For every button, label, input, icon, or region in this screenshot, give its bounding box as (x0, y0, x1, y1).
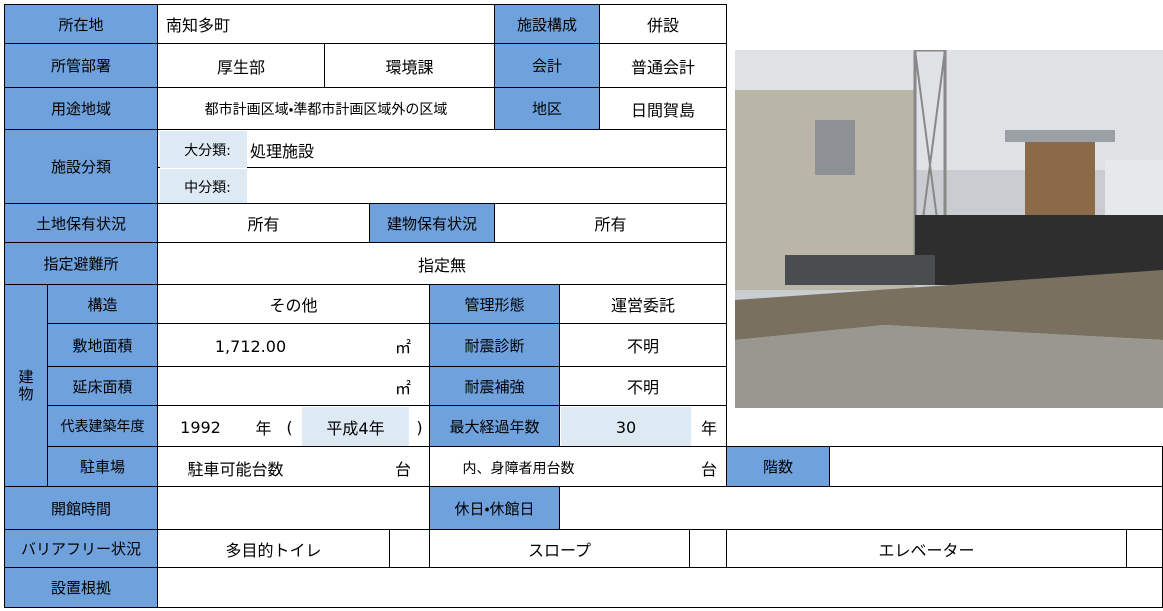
label-cell: 敷地面積 (47, 323, 158, 367)
unit-text: ㎡ (394, 338, 411, 357)
label-text: 内、身障者用台数 (462, 460, 575, 477)
label-cell: 所管部署 (4, 43, 158, 88)
label-text: 駐車可能台数 (187, 459, 284, 479)
label-cell: 施設構成 (494, 4, 600, 44)
label-cell: 用途地域 (4, 87, 158, 130)
value-cell: 都市計画区域・準都市計画区域外の区域 (157, 87, 495, 130)
cell (157, 486, 430, 530)
value-cell: 日間賀島 (599, 87, 727, 130)
unit-text: ㎡ (394, 379, 411, 398)
label-cell: 指定避難所 (4, 242, 158, 285)
label-cell: 最大経過年数 (429, 405, 560, 447)
label-cell: 管理形態 (429, 284, 560, 324)
label-cell: 階数 (726, 446, 830, 487)
value-text: 1,712.00 (214, 336, 287, 356)
value-cell: 南知多町 (157, 4, 495, 44)
value-cell: エレベーター (726, 529, 1127, 568)
cell (559, 486, 1163, 530)
label-cell: 耐震補強 (429, 366, 560, 406)
label-cell: 代表建築年度 (47, 405, 158, 447)
checkbox-cell (1126, 529, 1163, 568)
value-cell: 普通会計 (599, 43, 727, 88)
value-cell: 不明 (559, 323, 727, 367)
label-cell: 耐震診断 (429, 323, 560, 367)
cell (829, 446, 1163, 487)
sub-label: 中分類: (160, 169, 247, 204)
value-cell: 不明 (559, 366, 727, 406)
value-cell: 多目的トイレ (157, 529, 390, 568)
label-cell: バリアフリー状況 (4, 529, 158, 568)
label-cell: 会計 (494, 43, 600, 88)
value-cell: 所有 (157, 203, 370, 243)
label-cell: 延床面積 (47, 366, 158, 406)
value-cell: 運営委託 (559, 284, 727, 324)
label-cell: 設置根拠 (4, 567, 158, 608)
label-cell: 休日・休館日 (429, 486, 560, 530)
unit-text: ( (286, 417, 293, 437)
label-cell: 構造 (47, 284, 158, 324)
label-cell: 土地保有状況 (4, 203, 158, 243)
label-cell: 地区 (494, 87, 600, 130)
value-cell: 指定無 (157, 242, 727, 285)
label-cell: 駐車場 (47, 446, 158, 487)
unit-text: ) (416, 417, 423, 437)
unit-text: 台 (394, 459, 411, 479)
label-cell: 所在地 (4, 4, 158, 44)
checkbox-cell (389, 529, 430, 568)
facility-photo (735, 50, 1163, 408)
label-cell: 建物 (4, 284, 48, 487)
checkbox-cell (689, 529, 727, 568)
unit-text: 台 (700, 459, 717, 479)
label-cell: 施設分類 (4, 129, 158, 204)
label-cell: 建物保有状況 (369, 203, 495, 243)
value-cell: 所有 (494, 203, 727, 243)
value-cell: 環境課 (324, 43, 495, 88)
sub-label: 大分類: (160, 131, 247, 168)
cell (157, 567, 1163, 608)
value-cell: 厚生部 (157, 43, 325, 88)
value-text: 平成4年 (302, 407, 409, 447)
value-text: 処理施設 (250, 141, 315, 161)
value-cell: 併設 (599, 4, 727, 44)
unit-text: 年 (700, 419, 717, 438)
value-text: 30 (561, 407, 691, 447)
value-cell: その他 (157, 284, 430, 324)
value-cell: スロープ (429, 529, 690, 568)
value-text: 1992 (180, 417, 221, 437)
unit-text: 年 (255, 419, 272, 438)
label-cell: 開館時間 (4, 486, 158, 530)
